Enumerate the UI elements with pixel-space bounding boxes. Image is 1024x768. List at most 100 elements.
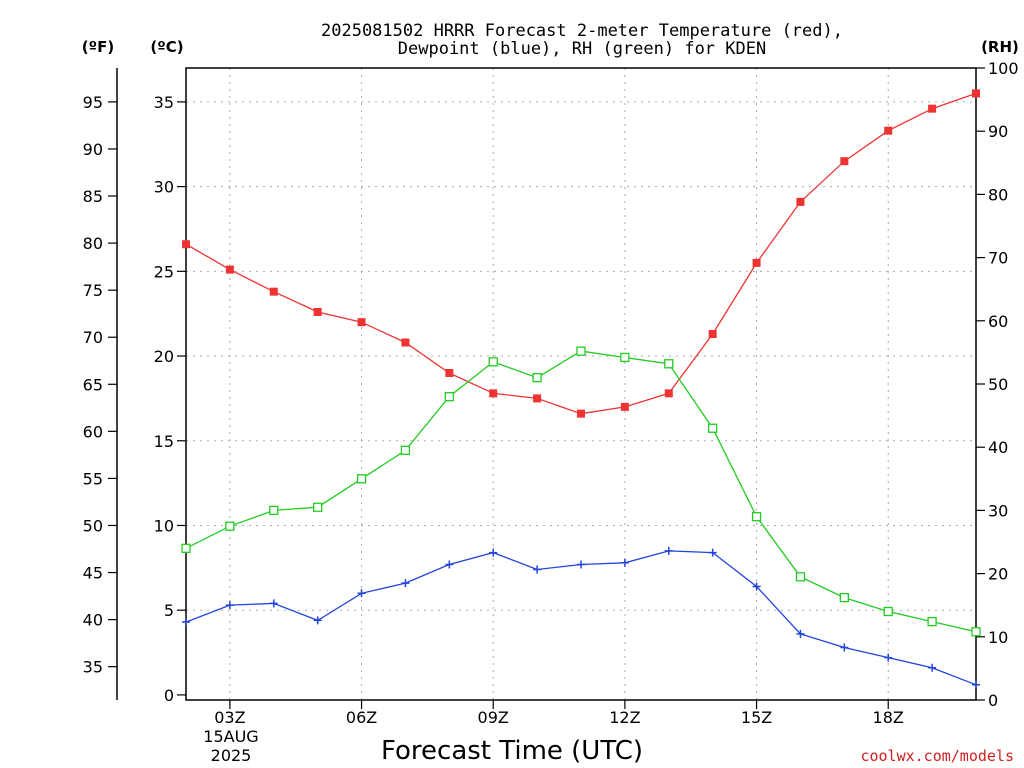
fahrenheit-tick-label: 45 (83, 564, 103, 583)
fahrenheit-tick-label: 40 (83, 611, 103, 630)
relative-humidity-point (181, 543, 191, 553)
dewpoint-point (752, 582, 761, 591)
relative-humidity-point (225, 521, 235, 531)
chart-title-line1: 2025081502 HRRR Forecast 2-meter Tempera… (321, 21, 843, 41)
fahrenheit-tick-label: 50 (83, 516, 103, 535)
fahrenheit-tick-label: 60 (83, 422, 103, 441)
temperature-point (269, 287, 278, 296)
fahrenheit-tick-label: 70 (83, 328, 103, 347)
temperature-point (884, 126, 893, 135)
rh-tick-label: 0 (988, 691, 998, 710)
relative-humidity-point (356, 474, 367, 484)
rh-tick-label: 90 (988, 122, 1008, 141)
relative-humidity-point (488, 357, 498, 367)
fahrenheit-tick-label: 90 (83, 140, 103, 159)
temperature-point (489, 389, 498, 398)
temperature-point (401, 338, 410, 347)
temperature-line (185, 92, 977, 415)
relative-humidity-point (971, 627, 981, 637)
fahrenheit-tick-label: 55 (83, 469, 103, 488)
relative-humidity-point (708, 423, 718, 433)
relative-humidity-point (795, 572, 806, 582)
fahrenheit-tick-label: 95 (83, 93, 103, 112)
x-tick-label: 06Z (346, 708, 377, 727)
celsius-tick-label: 30 (154, 178, 174, 197)
temperature-point (708, 330, 717, 339)
temperature-point (928, 104, 937, 113)
plot-frame (185, 67, 977, 701)
gridlines (186, 68, 976, 700)
relative-humidity-point (883, 606, 893, 617)
dewpoint-point (445, 560, 454, 569)
temperature-point (445, 368, 454, 377)
rh-tick-label: 100 (988, 59, 1019, 78)
dewpoint-point (401, 579, 410, 588)
temperature-point (225, 265, 234, 274)
dewpoint-point (972, 680, 980, 689)
dewpoint-point (533, 565, 542, 574)
rh-tick-label: 60 (988, 312, 1008, 331)
x-axis-label: Forecast Time (UTC) (381, 736, 643, 766)
celsius-tick-label: 35 (154, 93, 174, 112)
dewpoint-point (489, 548, 498, 557)
dewpoint-point (840, 643, 849, 652)
x-tick-label: 15Z (741, 708, 772, 727)
dewpoint-line (185, 550, 977, 686)
temperature-point (664, 389, 673, 398)
temperature-point (840, 157, 849, 166)
relative-humidity-point (664, 359, 674, 369)
fahrenheit-unit-label: (ºF) (82, 38, 114, 56)
relative-humidity-line (185, 350, 977, 633)
dewpoint-point (796, 629, 805, 638)
temperature-point (182, 240, 190, 249)
relative-humidity-point (576, 346, 586, 356)
dewpoint-point (269, 599, 278, 608)
rh-tick-label: 20 (988, 565, 1008, 584)
celsius-unit-label: (ºC) (150, 38, 183, 56)
celsius-tick-label: 15 (154, 432, 174, 451)
dewpoint-point (620, 558, 629, 567)
relative-humidity-point (927, 616, 937, 627)
celsius-tick-label: 5 (164, 601, 174, 620)
dewpoint-point (577, 560, 585, 569)
rh-tick-label: 50 (988, 375, 1008, 394)
temperature-point (577, 409, 585, 418)
relative-humidity-point (444, 391, 454, 402)
series (181, 89, 981, 689)
dewpoint-point (182, 618, 190, 627)
dewpoint-point (313, 616, 322, 625)
dewpoint-point (884, 653, 893, 662)
relative-humidity-point (269, 505, 279, 516)
fahrenheit-tick-label: 80 (83, 234, 103, 253)
dewpoint-point (664, 546, 673, 555)
relative-humidity-point (751, 512, 762, 522)
relative-humidity-point (620, 352, 630, 363)
relative-humidity-point (839, 592, 849, 603)
chart-title-line2: Dewpoint (blue), RH (green) for KDEN (398, 39, 766, 59)
celsius-tick-label: 0 (164, 686, 174, 705)
fahrenheit-tick-label: 65 (83, 375, 103, 394)
x-date-day: 15AUG (203, 727, 258, 746)
rh-unit-label: (RH) (981, 38, 1019, 56)
temperature-point (533, 394, 542, 403)
fahrenheit-tick-label: 85 (83, 187, 103, 206)
rh-tick-label: 10 (988, 628, 1008, 647)
temperature-point (796, 197, 805, 206)
x-tick-label: 09Z (478, 708, 509, 727)
temperature-point (620, 402, 629, 411)
rh-tick-label: 70 (988, 249, 1008, 268)
relative-humidity-point (532, 373, 542, 383)
fahrenheit-tick-label: 75 (83, 281, 103, 300)
x-tick-label: 18Z (873, 708, 904, 727)
x-tick-label: 03Z (214, 708, 245, 727)
temperature-point (752, 258, 761, 267)
temperature-point (313, 307, 322, 316)
dewpoint-point (928, 663, 937, 672)
dewpoint-point (708, 548, 717, 557)
celsius-tick-label: 25 (154, 262, 174, 281)
fahrenheit-tick-label: 35 (83, 658, 103, 677)
rh-tick-label: 40 (988, 438, 1008, 457)
axes: 0 5 10 15 20 25 30 35 35 40 45 50 55 60 65 70 75 80 85 90 95… (83, 59, 1019, 727)
rh-tick-label: 80 (988, 185, 1008, 204)
